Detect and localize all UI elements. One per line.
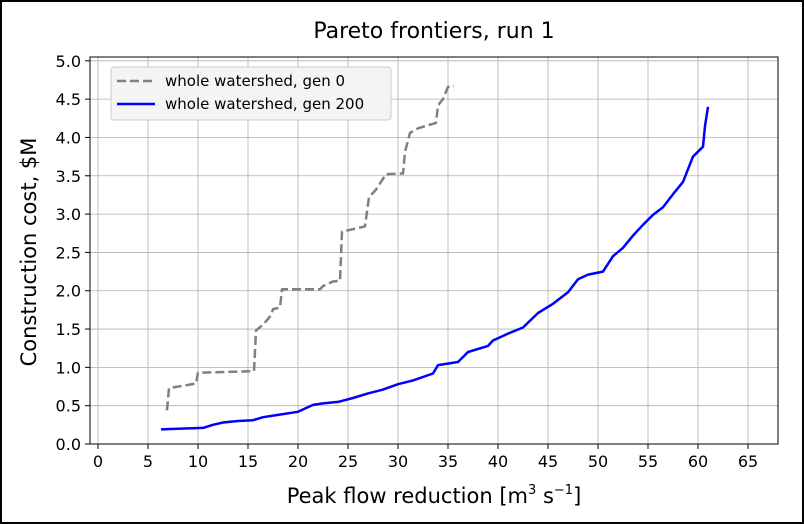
x-tick-label: 10 bbox=[188, 452, 208, 471]
y-tick-label: 4.5 bbox=[56, 90, 81, 109]
x-tick-label: 20 bbox=[288, 452, 308, 471]
y-tick-label: 3.5 bbox=[56, 167, 81, 186]
y-gridlines bbox=[90, 60, 778, 445]
legend-label-gen-0: whole watershed, gen 0 bbox=[165, 72, 345, 90]
x-tick-label: 15 bbox=[238, 452, 258, 471]
x-tick-label: 45 bbox=[538, 452, 558, 471]
x-tick-label: 30 bbox=[388, 452, 408, 471]
x-gridlines bbox=[97, 57, 749, 444]
x-tick-label: 40 bbox=[488, 452, 508, 471]
legend-label-gen-200: whole watershed, gen 200 bbox=[165, 95, 364, 113]
y-tick-label: 1.5 bbox=[56, 320, 81, 339]
chart-title: Pareto frontiers, run 1 bbox=[313, 19, 554, 44]
plot-area-border bbox=[89, 56, 779, 445]
x-tick-label: 0 bbox=[93, 452, 103, 471]
y-tick-label: 5.0 bbox=[56, 52, 81, 71]
legend: whole watershed, gen 0 whole watershed, … bbox=[110, 66, 392, 121]
y-tick-label: 2.0 bbox=[56, 282, 81, 301]
series-layer bbox=[160, 84, 710, 431]
legend-box bbox=[110, 66, 392, 121]
y-tick-label: 4.0 bbox=[56, 128, 81, 147]
series-line-0 bbox=[165, 84, 455, 411]
x-axis-label: Peak flow reduction [m3 s−1] bbox=[287, 483, 582, 508]
y-tick-label: 1.0 bbox=[56, 358, 81, 377]
y-axis-label: Construction cost, $M bbox=[17, 138, 41, 367]
x-axis-ticks: 0 5 10 15 20 25 30 35 40 45 50 55 60 65 bbox=[93, 444, 758, 471]
y-axis-ticks: 0.0 0.5 1.0 1.5 2.0 2.5 3.0 3.5 4.0 4.5 5.0 bbox=[56, 52, 90, 454]
x-tick-label: 65 bbox=[738, 452, 758, 471]
x-tick-label: 60 bbox=[688, 452, 708, 471]
y-tick-label: 3.0 bbox=[56, 205, 81, 224]
y-tick-label: 0.5 bbox=[56, 397, 81, 416]
series-line-1 bbox=[160, 106, 710, 431]
x-tick-label: 5 bbox=[143, 452, 153, 471]
x-tick-label: 25 bbox=[338, 452, 358, 471]
y-tick-label: 2.5 bbox=[56, 243, 81, 262]
y-tick-label: 0.0 bbox=[56, 435, 81, 454]
x-tick-label: 55 bbox=[638, 452, 658, 471]
x-tick-label: 50 bbox=[588, 452, 608, 471]
x-tick-label: 35 bbox=[438, 452, 458, 471]
